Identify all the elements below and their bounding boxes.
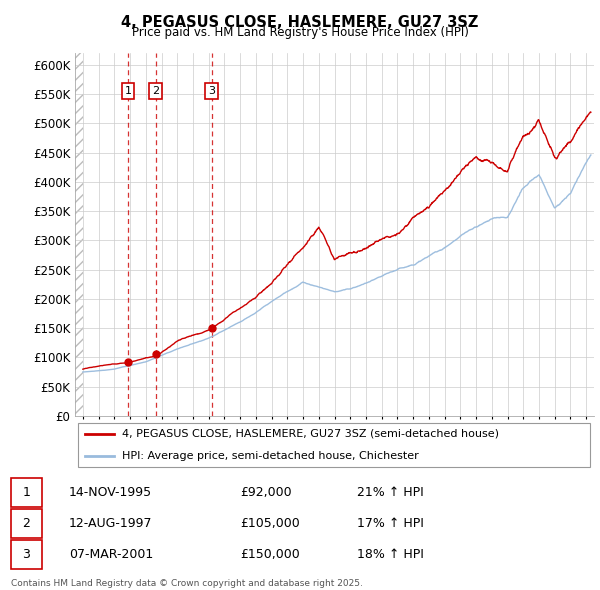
FancyBboxPatch shape <box>11 509 42 538</box>
FancyBboxPatch shape <box>77 422 590 467</box>
Text: 18% ↑ HPI: 18% ↑ HPI <box>357 548 424 561</box>
Text: 07-MAR-2001: 07-MAR-2001 <box>69 548 153 561</box>
Text: 2: 2 <box>152 86 159 96</box>
Text: 12-AUG-1997: 12-AUG-1997 <box>69 517 152 530</box>
FancyBboxPatch shape <box>11 540 42 569</box>
Text: 4, PEGASUS CLOSE, HASLEMERE, GU27 3SZ (semi-detached house): 4, PEGASUS CLOSE, HASLEMERE, GU27 3SZ (s… <box>122 429 499 439</box>
Text: Price paid vs. HM Land Registry's House Price Index (HPI): Price paid vs. HM Land Registry's House … <box>131 26 469 39</box>
Text: 3: 3 <box>208 86 215 96</box>
Text: 21% ↑ HPI: 21% ↑ HPI <box>357 486 424 499</box>
Text: 17% ↑ HPI: 17% ↑ HPI <box>357 517 424 530</box>
Text: 14-NOV-1995: 14-NOV-1995 <box>69 486 152 499</box>
Text: 2: 2 <box>22 517 31 530</box>
Text: £150,000: £150,000 <box>240 548 300 561</box>
FancyBboxPatch shape <box>11 478 42 507</box>
Text: 1: 1 <box>22 486 31 499</box>
Text: 1: 1 <box>125 86 131 96</box>
Text: £92,000: £92,000 <box>240 486 292 499</box>
Text: 3: 3 <box>22 548 31 561</box>
Text: £105,000: £105,000 <box>240 517 300 530</box>
Bar <box>75 53 83 416</box>
Text: HPI: Average price, semi-detached house, Chichester: HPI: Average price, semi-detached house,… <box>122 451 418 461</box>
Text: Contains HM Land Registry data © Crown copyright and database right 2025.
This d: Contains HM Land Registry data © Crown c… <box>11 579 362 590</box>
Text: 4, PEGASUS CLOSE, HASLEMERE, GU27 3SZ: 4, PEGASUS CLOSE, HASLEMERE, GU27 3SZ <box>121 15 479 30</box>
